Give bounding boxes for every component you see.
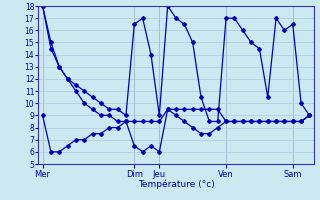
X-axis label: Température (°c): Température (°c) [138,180,214,189]
